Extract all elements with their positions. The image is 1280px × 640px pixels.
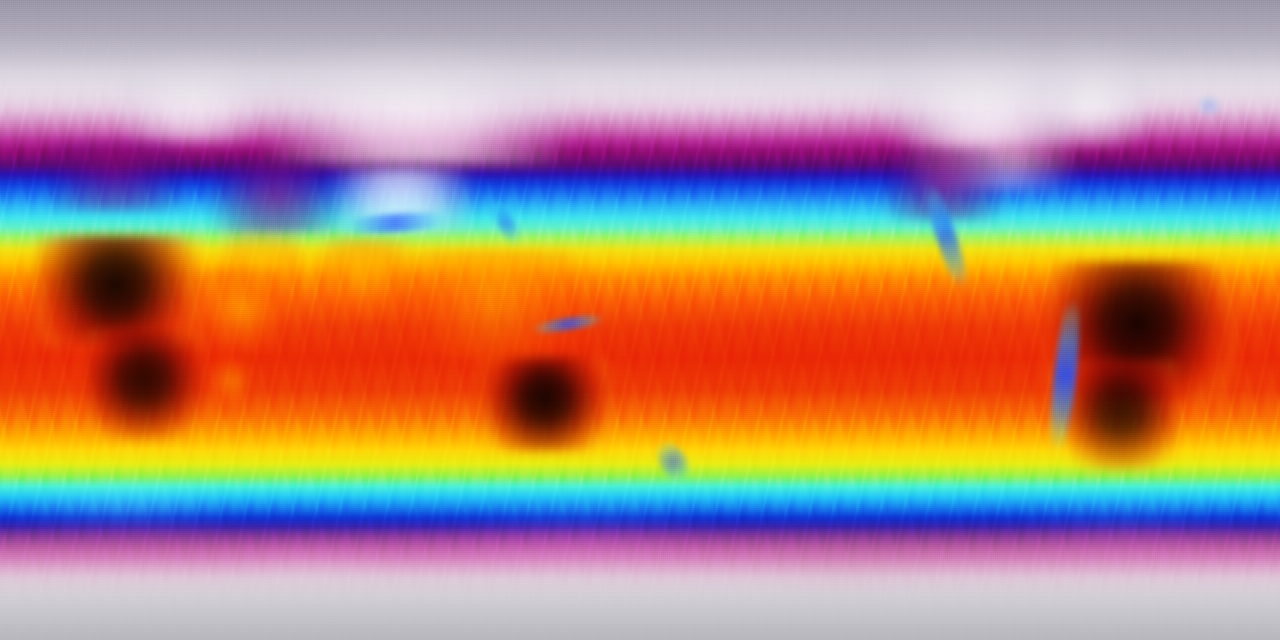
- landmass-southern-africa: [86, 330, 206, 440]
- landmass-south-america-south: [1068, 360, 1178, 470]
- landmass-horn-of-africa: [196, 268, 286, 353]
- landmass-central-asia: [206, 160, 346, 232]
- landmass-mediterranean-europe: [40, 140, 190, 210]
- landmass-arabia: [222, 230, 302, 300]
- landmass-southeast-asia: [400, 250, 590, 360]
- landmass-madagascar: [214, 352, 248, 414]
- landmass-india: [320, 238, 410, 318]
- landmass-central-africa: [34, 236, 204, 346]
- antarctic-polar-cap: [0, 520, 1280, 640]
- arctic-polar-cap: [0, 0, 1280, 150]
- landmass-australia-interior: [482, 356, 612, 451]
